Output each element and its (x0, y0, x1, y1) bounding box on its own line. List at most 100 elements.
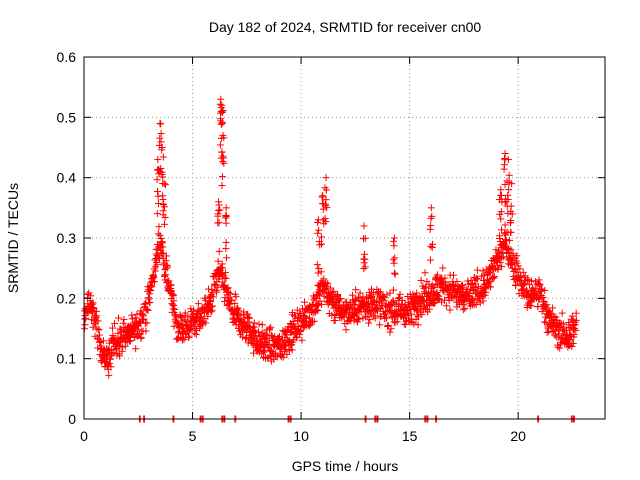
data-point (486, 283, 494, 291)
data-point (350, 317, 358, 325)
data-point (479, 297, 487, 305)
data-point (157, 234, 165, 242)
data-point (155, 254, 163, 262)
data-point (309, 318, 317, 326)
data-point (255, 328, 263, 336)
data-point (154, 230, 162, 238)
data-point (140, 315, 148, 323)
data-point (178, 335, 186, 343)
data-point (327, 284, 335, 292)
data-point (446, 306, 454, 314)
data-point (442, 302, 450, 310)
data-point (465, 289, 473, 297)
data-point (459, 284, 467, 292)
data-point (200, 315, 208, 323)
data-point (507, 246, 515, 254)
data-point (355, 315, 363, 323)
data-point (99, 347, 107, 355)
data-point (504, 245, 512, 253)
data-point (421, 269, 429, 277)
data-point (131, 314, 139, 322)
data-point (283, 350, 291, 358)
data-point (159, 243, 167, 251)
data-point (99, 337, 107, 345)
data-point (494, 264, 502, 272)
data-point (412, 306, 420, 314)
data-point (310, 317, 318, 325)
data-point (383, 291, 391, 299)
data-point (296, 328, 304, 336)
data-point (396, 290, 404, 298)
data-point (297, 310, 305, 318)
data-point (371, 314, 379, 322)
data-point (472, 301, 480, 309)
data-point (226, 290, 234, 298)
data-point (157, 249, 165, 257)
data-point (231, 299, 239, 307)
data-point (314, 307, 322, 315)
data-point (342, 326, 350, 334)
data-point (374, 304, 382, 312)
data-point (143, 319, 151, 327)
data-point (225, 288, 233, 296)
data-point (457, 282, 465, 290)
data-point (498, 263, 506, 271)
data-point (142, 327, 150, 335)
data-point (309, 300, 317, 308)
data-point (110, 336, 118, 344)
data-point (474, 275, 482, 283)
data-point (275, 333, 283, 341)
data-point (422, 283, 430, 291)
data-point (320, 292, 328, 300)
data-point (266, 325, 274, 333)
data-point (174, 329, 182, 337)
data-point (196, 313, 204, 321)
data-point (151, 267, 159, 275)
data-point (336, 295, 344, 303)
data-point (302, 315, 310, 323)
data-point (369, 288, 377, 296)
data-point (296, 331, 304, 339)
data-point (245, 314, 253, 322)
data-point (350, 304, 358, 312)
data-point (250, 319, 258, 327)
data-point (184, 333, 192, 341)
data-point (525, 281, 533, 289)
data-point (219, 278, 227, 286)
data-point (111, 319, 119, 327)
data-point (449, 271, 457, 279)
data-point (127, 337, 135, 345)
data-point (95, 331, 103, 339)
data-point (461, 304, 469, 312)
data-point (147, 287, 155, 295)
data-point (473, 274, 481, 282)
data-point (163, 262, 171, 270)
data-point (352, 286, 360, 294)
data-point (453, 277, 461, 285)
data-point (107, 363, 115, 371)
data-point (208, 302, 216, 310)
data-point (529, 295, 537, 303)
data-point (368, 293, 376, 301)
data-point (434, 291, 442, 299)
data-point (313, 302, 321, 310)
data-point (84, 290, 92, 298)
data-point (255, 320, 263, 328)
data-point (376, 321, 384, 329)
data-point (258, 321, 266, 329)
data-point (199, 320, 207, 328)
data-point (323, 283, 331, 291)
data-point (202, 319, 210, 327)
data-point (365, 319, 373, 327)
data-point (382, 308, 390, 316)
data-point (316, 297, 324, 305)
data-points (80, 95, 580, 423)
data-point (512, 281, 520, 289)
data-point (324, 279, 332, 287)
data-point (334, 290, 342, 298)
data-point (521, 280, 529, 288)
data-point (279, 353, 287, 361)
